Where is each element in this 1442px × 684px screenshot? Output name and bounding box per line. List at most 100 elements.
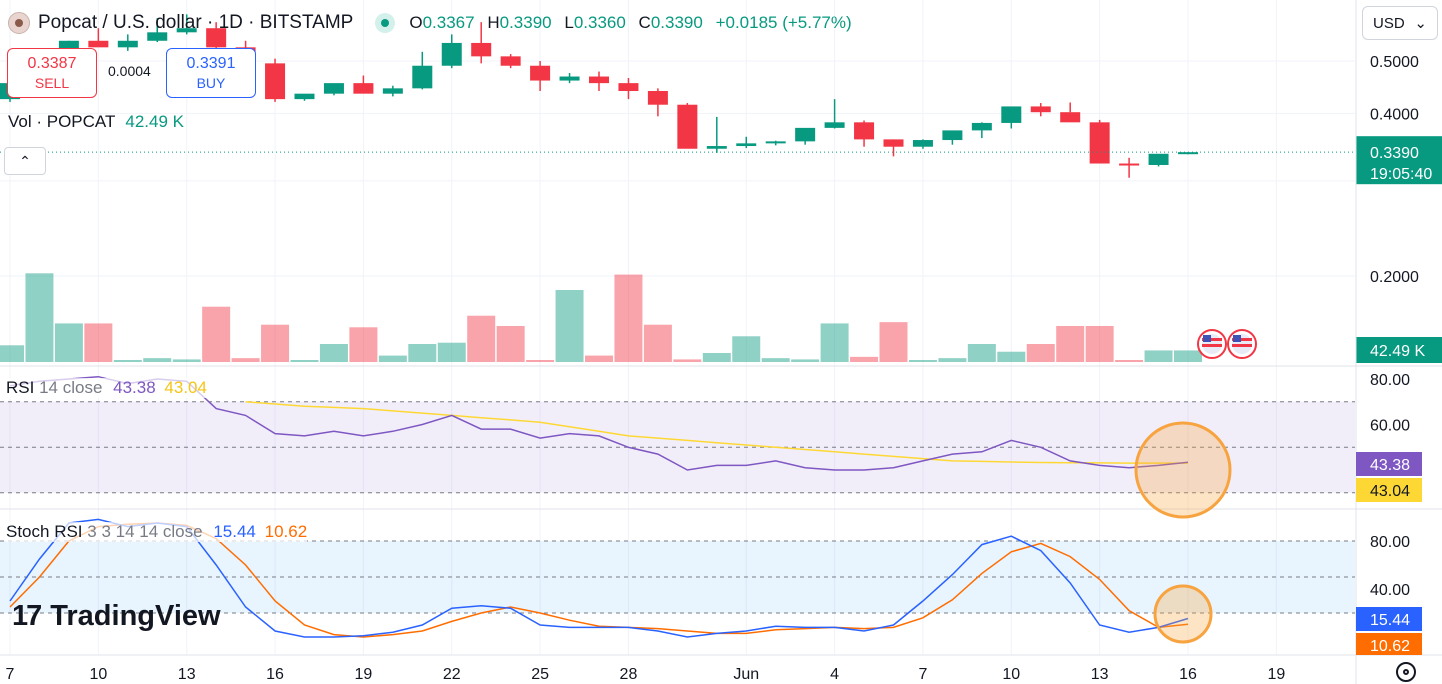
symbol-title[interactable]: Popcat / U.S. dollar · 1D · BITSTAMP	[38, 12, 354, 33]
candle-body	[176, 28, 197, 33]
volume-bar	[1174, 350, 1202, 362]
candle-body	[500, 56, 521, 66]
volume-bar	[467, 315, 496, 362]
ohlc-values: O0.3367 H0.3390 L0.3360 C0.3390 +0.0185 …	[409, 13, 859, 33]
low-value: 0.3360	[573, 13, 626, 32]
stoch-tick-label: 40.00	[1370, 582, 1410, 599]
volume-name: Vol · POPCAT	[8, 112, 116, 131]
candle-body	[441, 42, 462, 66]
volume-bar	[349, 327, 378, 362]
candle-body	[1060, 112, 1081, 123]
tradingview-logo[interactable]: 17 TradingView	[12, 600, 221, 633]
time-tick-label: 13	[1091, 666, 1109, 683]
us-flag-icon	[1233, 335, 1241, 342]
volume-bar	[319, 344, 348, 362]
time-tick-label: 10	[89, 666, 107, 683]
candle-body	[353, 83, 374, 94]
volume-bar	[526, 360, 555, 362]
settings-gear-icon[interactable]	[1396, 662, 1416, 682]
close-label: C	[638, 13, 651, 32]
stoch-d-last-label: 10.62	[1370, 638, 1410, 655]
price-tick-label: 0.2000	[1370, 269, 1419, 286]
stoch-tick-label: 80.00	[1370, 534, 1410, 551]
buy-label: BUY	[196, 75, 226, 91]
chevron-up-icon: ⌃	[19, 152, 31, 169]
rsi-name: RSI	[6, 378, 35, 397]
change-value: +0.0185 (+5.77%)	[715, 13, 852, 32]
candle-body	[265, 63, 286, 100]
volume-bar	[143, 358, 172, 362]
volume-bar	[378, 355, 407, 362]
candle-body	[677, 104, 698, 149]
spread-value: 0.0004	[108, 63, 151, 79]
volume-bar	[938, 358, 967, 362]
volume-bar	[261, 324, 290, 362]
time-tick-label: 28	[620, 666, 638, 683]
candle-body	[1089, 122, 1110, 164]
stoch-d-value: 10.62	[264, 522, 308, 541]
candle-body	[147, 32, 168, 41]
volume-value-badge	[1356, 337, 1442, 363]
sell-price: 0.3387	[27, 55, 77, 72]
volume-value: 42.49 K	[125, 112, 184, 131]
candle-body	[323, 83, 344, 94]
rsi-highlight-circle	[1134, 421, 1232, 519]
rsi-tick-label: 80.00	[1370, 372, 1410, 389]
time-tick-label: 19	[1267, 666, 1285, 683]
volume-bar	[850, 356, 879, 362]
low-label: L	[564, 13, 574, 32]
stoch-k-line	[9, 518, 1189, 638]
close-value: 0.3390	[650, 13, 703, 32]
candle-body	[412, 65, 433, 89]
stoch-k-badge	[1356, 607, 1422, 631]
buy-button[interactable]: 0.3391 BUY	[166, 48, 256, 98]
stoch-d-badge	[1356, 633, 1422, 655]
candle-body	[559, 76, 580, 81]
candle-body	[589, 76, 609, 84]
sell-button[interactable]: 0.3387 SELL	[7, 48, 97, 98]
volume-bar	[585, 355, 613, 362]
volume-bar	[290, 360, 319, 362]
high-value: 0.3390	[499, 13, 552, 32]
candle-body	[706, 146, 727, 149]
price-tick-label: 0.5000	[1370, 54, 1419, 71]
open-label: O	[409, 13, 423, 32]
volume-bar	[997, 351, 1026, 362]
countdown-label: 19:05:40	[1370, 166, 1432, 183]
symbol-header: Popcat / U.S. dollar · 1D · BITSTAMP O0.…	[8, 10, 860, 36]
popcat-logo-icon	[8, 12, 30, 34]
volume-bar	[202, 306, 231, 362]
volume-bar	[84, 323, 113, 362]
volume-bar	[643, 324, 672, 362]
candle-body	[883, 139, 904, 147]
rsi-value-badge	[1356, 452, 1422, 476]
time-tick-label: 25	[531, 666, 549, 683]
collapse-legend-button[interactable]: ⌃	[4, 147, 46, 175]
volume-bar	[1115, 360, 1144, 362]
candle-body	[471, 42, 492, 57]
us-flag-icon	[1232, 344, 1252, 347]
currency-selector[interactable]: USD ⌄	[1362, 6, 1438, 40]
volume-bar	[1056, 326, 1085, 362]
volume-bar	[496, 326, 525, 362]
last-price-badge	[1356, 136, 1442, 185]
volume-legend[interactable]: Vol · POPCAT 42.49 K	[8, 112, 184, 132]
time-tick-label: Jun	[733, 666, 759, 683]
candle-body	[206, 28, 227, 48]
rsi-line	[9, 375, 1189, 471]
volume-bar	[25, 273, 54, 362]
open-value: 0.3367	[422, 13, 475, 32]
volume-bar	[702, 353, 731, 362]
candle-body	[971, 122, 992, 131]
rsi-value: 43.38	[113, 378, 156, 397]
candle-body	[1030, 106, 1051, 113]
candle-body	[1001, 106, 1022, 123]
rsi-legend[interactable]: RSI 14 close 43.38 43.04	[6, 378, 207, 398]
time-tick-label: 22	[443, 666, 461, 683]
market-status-icon[interactable]	[375, 13, 396, 33]
rsi-ma-value: 43.04	[164, 378, 207, 397]
volume-bar	[1144, 350, 1173, 362]
volume-bar	[614, 274, 643, 362]
stoch-rsi-legend[interactable]: Stoch RSI 3 3 14 14 close 15.44 10.62	[6, 522, 308, 542]
